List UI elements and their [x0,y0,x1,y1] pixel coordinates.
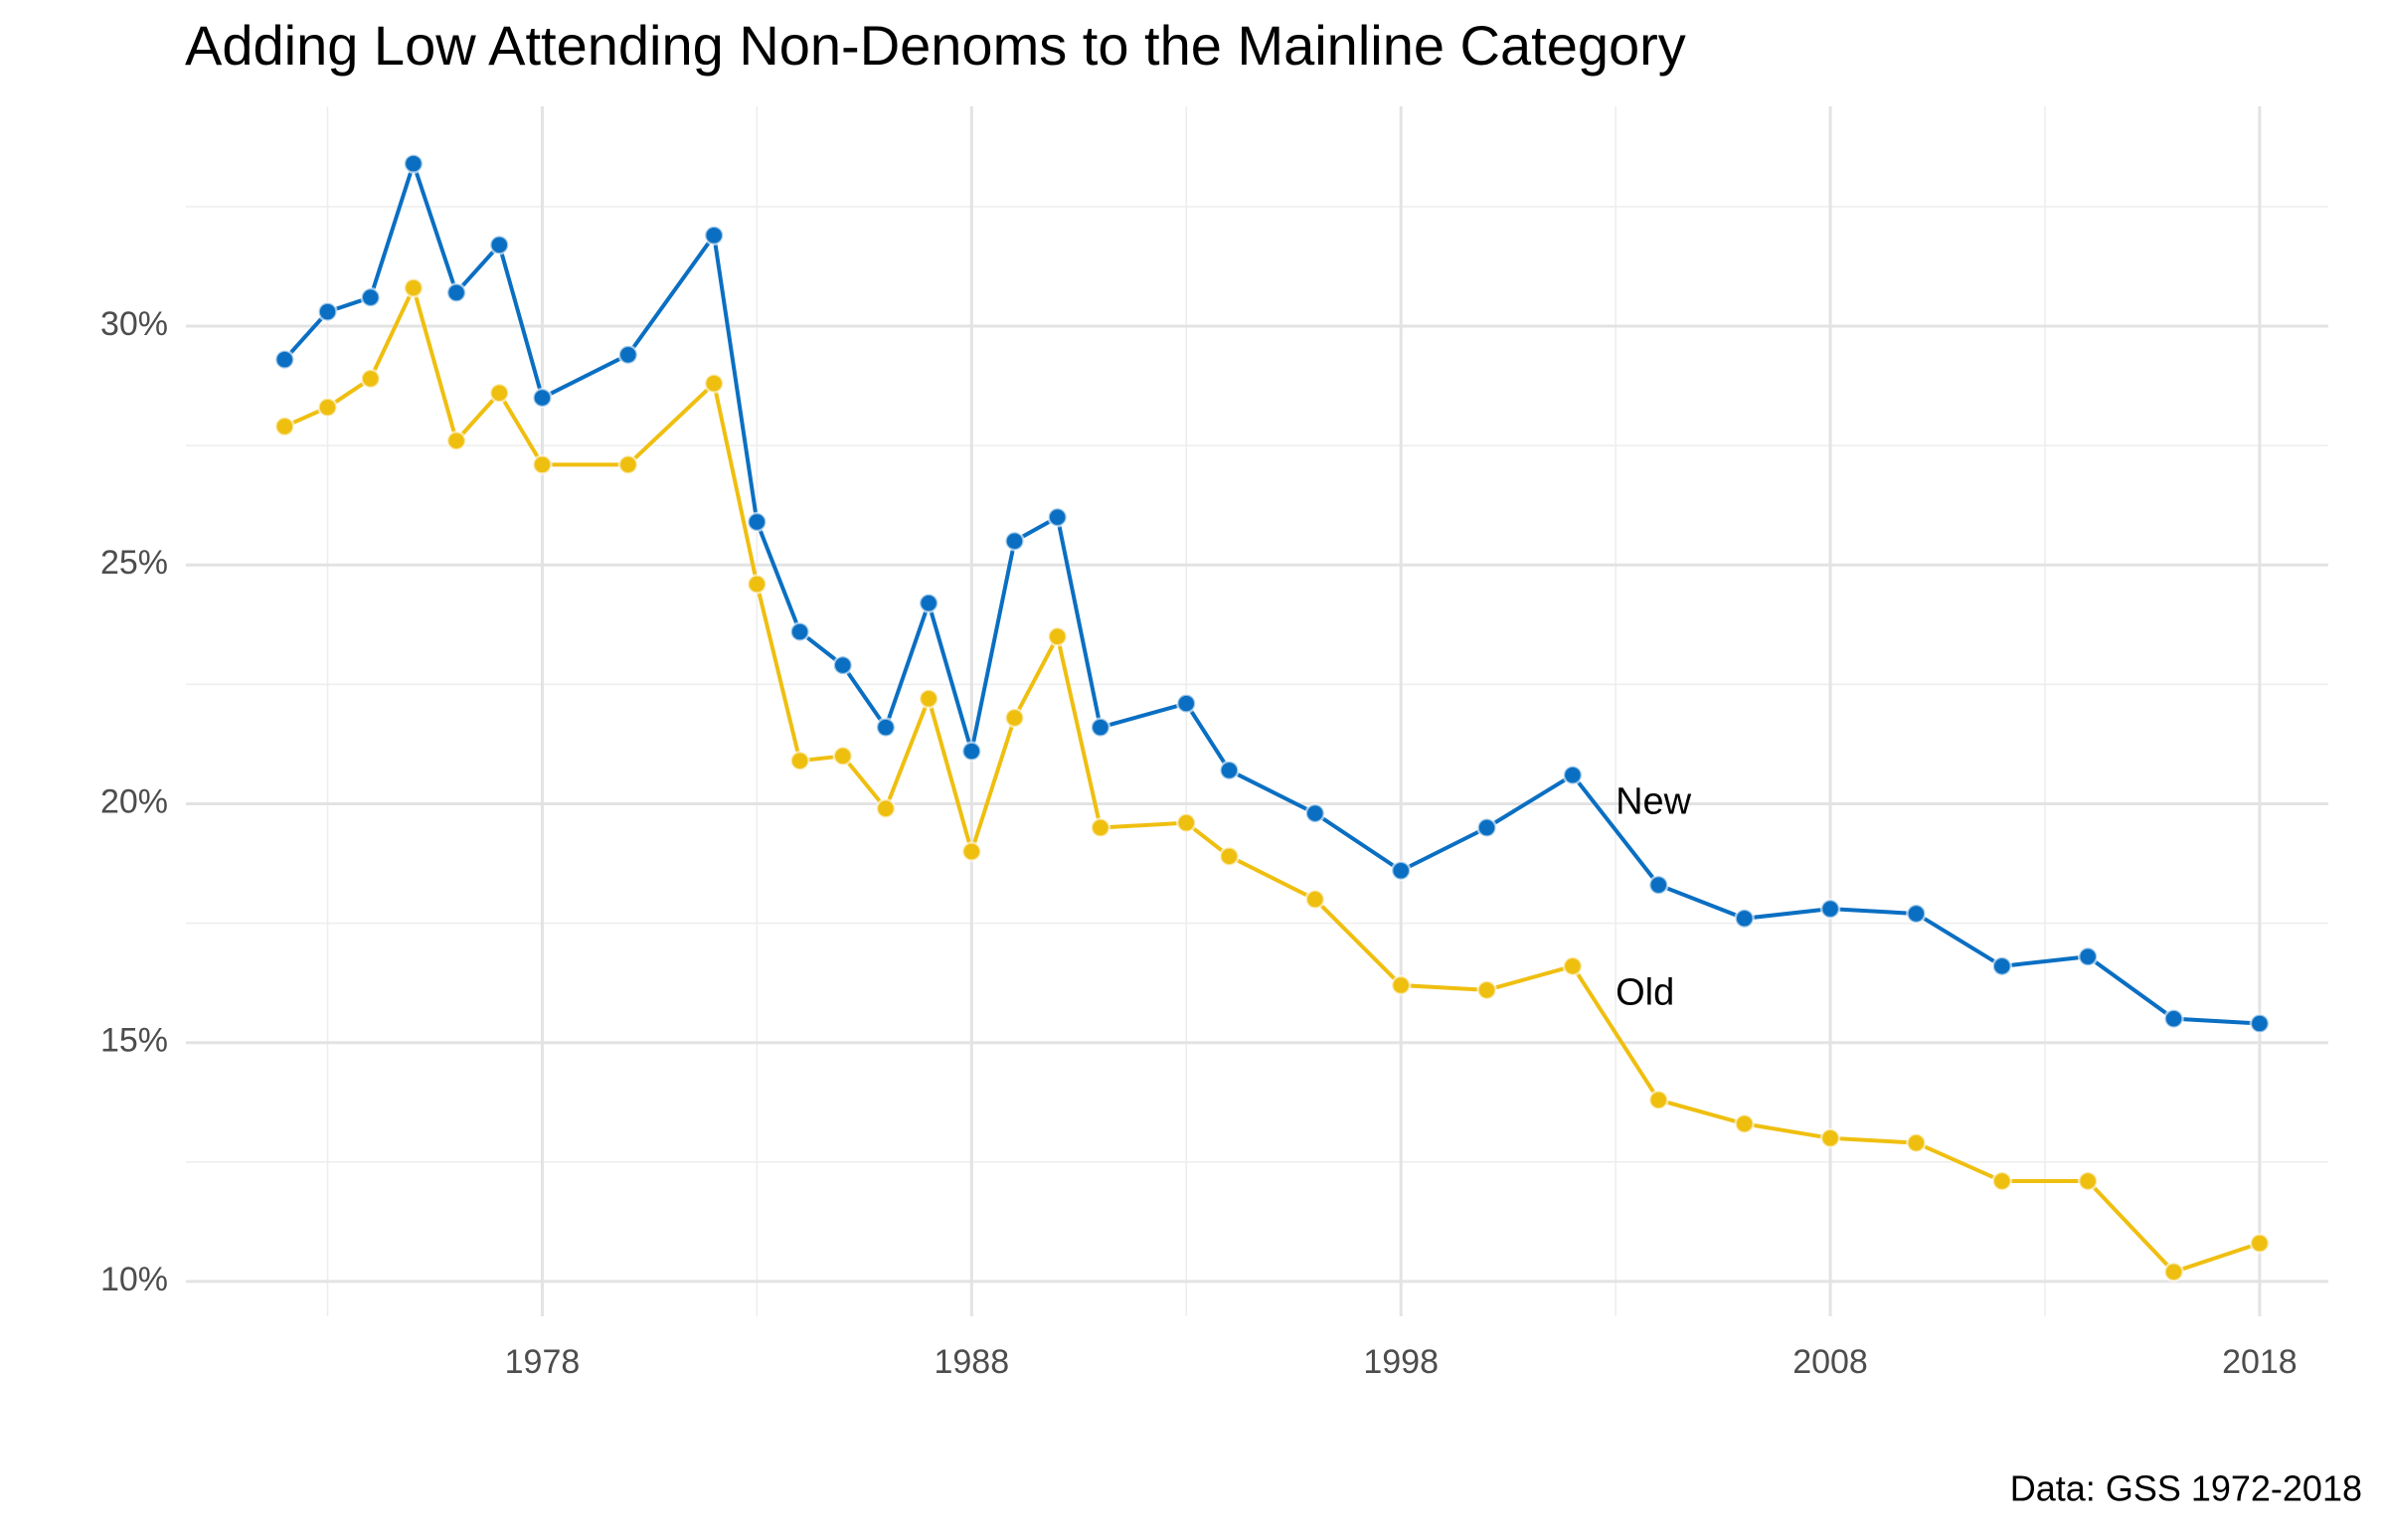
x-tick-label: 1988 [934,1343,1009,1381]
data-point [532,387,553,409]
data-point [1390,974,1412,996]
y-tick-label: 10% [100,1261,168,1298]
x-tick-label: 1978 [505,1343,581,1381]
data-point [1004,707,1025,729]
x-tick-label: 2018 [2222,1343,2298,1381]
series-label: New [1616,780,1692,822]
data-point [2163,1008,2184,1029]
data-point [1476,817,1497,838]
y-tick-label: 15% [100,1022,168,1060]
series-line [282,157,2261,1026]
data-point [1004,530,1025,552]
x-tick-label: 1998 [1363,1343,1439,1381]
data-point [961,841,982,862]
data-point [1991,1170,2013,1192]
data-point [445,282,467,303]
data-point [703,225,725,246]
data-point [703,373,725,394]
data-point [532,454,553,475]
data-point [1562,765,1584,785]
data-point [1219,846,1240,867]
data-point [747,511,767,533]
data-point [2077,1170,2099,1192]
data-point [2077,945,2099,967]
data-point [617,454,639,475]
data-point [1648,874,1669,896]
data-point [1819,1127,1841,1149]
data-point [1648,1090,1669,1111]
data-point [832,654,854,676]
data-point [1734,1113,1755,1134]
data-point [918,688,939,710]
caption: Data: GSS 1972-2018 [2010,1468,2362,1509]
data-point [1175,693,1197,714]
series-line [283,281,2261,1275]
data-point [489,383,510,404]
data-point [403,277,425,298]
data-point [789,621,810,642]
data-point [617,344,639,366]
data-point [875,798,897,819]
data-point [274,416,295,437]
data-point [360,286,381,308]
data-point [789,750,810,771]
y-tick-label: 25% [100,544,168,582]
data-point [1819,898,1841,920]
data-point [1304,802,1326,824]
data-point [1090,817,1111,838]
data-point [1047,506,1068,528]
data-point [961,741,982,762]
data-point [918,593,939,613]
data-point [875,717,897,738]
data-point [1906,903,1927,925]
y-tick-label: 30% [100,305,168,343]
data-point [1047,626,1068,647]
data-point [2163,1262,2184,1283]
data-point [1390,860,1412,881]
chart-title: Adding Low Attending Non-Denoms to the M… [185,14,1686,77]
data-point [1175,812,1197,833]
data-point [1219,760,1240,781]
data-point [1734,908,1755,930]
data-point [2249,1013,2271,1034]
data-point [360,368,381,390]
data-point [1304,889,1326,910]
data-point [1562,955,1584,977]
data-point [403,153,425,174]
series-label: Old [1616,972,1674,1014]
data-point [445,430,467,451]
data-point [1090,717,1111,738]
data-point [489,235,510,256]
data-point [274,349,295,370]
data-point [747,574,767,595]
data-point [1476,979,1497,1001]
data-point [832,746,854,767]
y-tick-label: 20% [100,782,168,820]
data-point [1906,1132,1927,1153]
data-point [317,301,338,322]
data-point [2249,1233,2271,1254]
data-point [317,397,338,418]
x-tick-label: 2008 [1792,1343,1868,1381]
data-point [1991,955,2013,977]
